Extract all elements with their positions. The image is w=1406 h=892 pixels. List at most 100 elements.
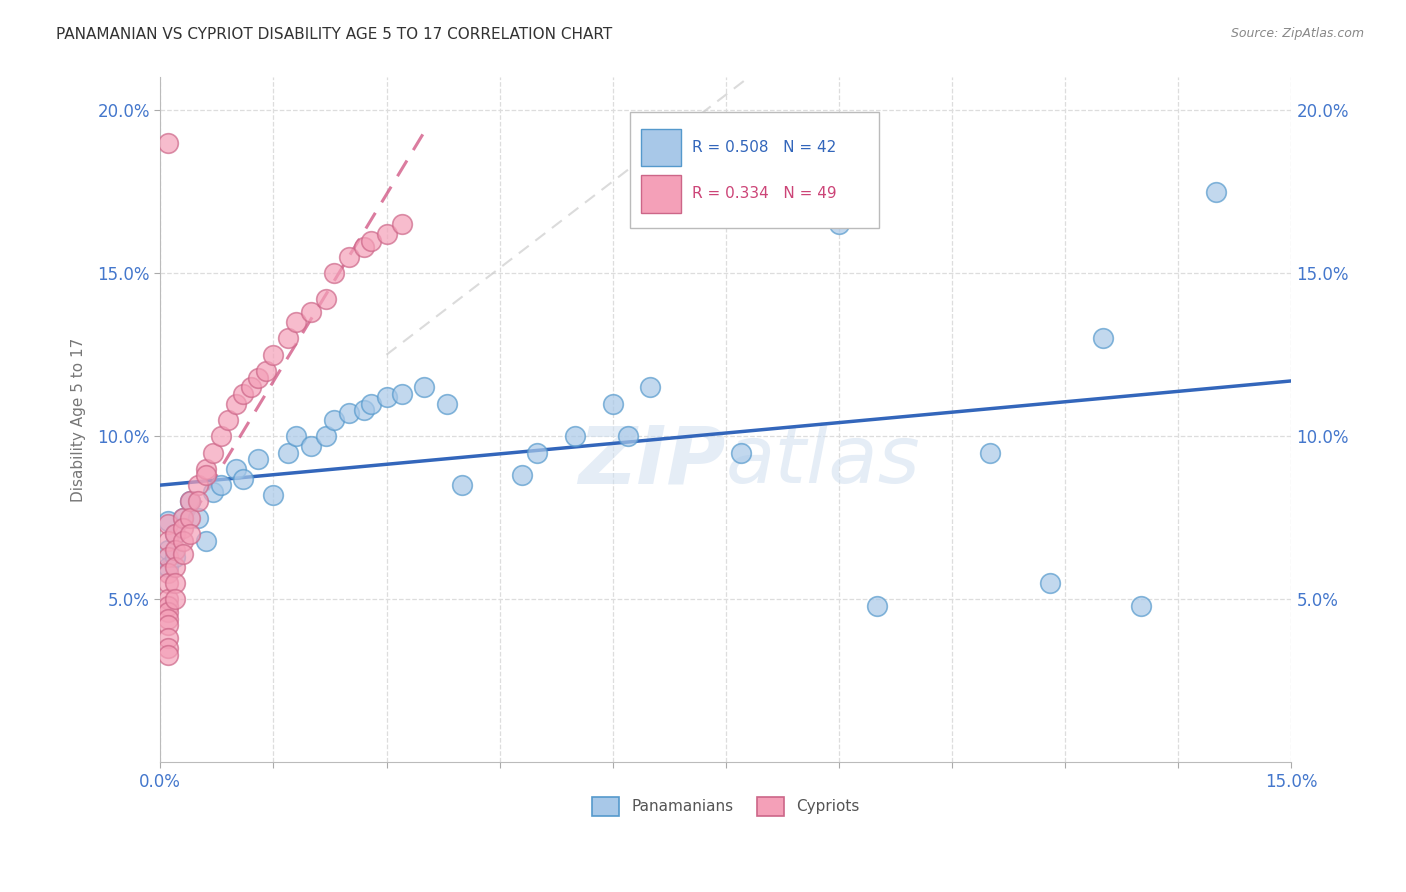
Point: [277, 331, 299, 345]
Point: [209, 478, 232, 492]
Point: [375, 227, 398, 241]
Point: [156, 533, 179, 548]
Point: [179, 494, 201, 508]
Point: [156, 641, 179, 656]
Point: [315, 292, 337, 306]
Point: [1091, 331, 1114, 345]
Text: PANAMANIAN VS CYPRIOT DISABILITY AGE 5 TO 17 CORRELATION CHART: PANAMANIAN VS CYPRIOT DISABILITY AGE 5 T…: [56, 27, 613, 42]
Point: [1129, 599, 1152, 613]
Point: [156, 514, 179, 528]
Point: [436, 396, 458, 410]
Point: [277, 445, 299, 459]
Point: [337, 406, 360, 420]
Point: [156, 648, 179, 662]
Point: [172, 510, 194, 524]
Point: [239, 380, 262, 394]
Point: [156, 576, 179, 591]
Point: [337, 250, 360, 264]
Point: [247, 452, 270, 467]
Point: [156, 618, 179, 632]
FancyBboxPatch shape: [641, 128, 681, 167]
Point: [617, 429, 640, 443]
Point: [165, 576, 187, 591]
Point: [262, 348, 284, 362]
Point: [156, 549, 179, 564]
Point: [375, 390, 398, 404]
Point: [526, 445, 548, 459]
Point: [156, 136, 179, 150]
Point: [156, 543, 179, 558]
Point: [156, 632, 179, 646]
Point: [179, 510, 201, 524]
Point: [322, 413, 344, 427]
Point: [172, 547, 194, 561]
Point: [730, 445, 752, 459]
Point: [225, 462, 247, 476]
Point: [391, 217, 413, 231]
Point: [156, 559, 179, 574]
Point: [172, 533, 194, 548]
Point: [262, 488, 284, 502]
Point: [232, 387, 254, 401]
Point: [179, 527, 201, 541]
Point: [315, 429, 337, 443]
Point: [232, 472, 254, 486]
Text: R = 0.508   N = 42: R = 0.508 N = 42: [692, 141, 837, 155]
Point: [1039, 576, 1062, 591]
Point: [187, 478, 209, 492]
Point: [828, 217, 851, 231]
Point: [360, 396, 382, 410]
Point: [602, 396, 624, 410]
Point: [156, 606, 179, 620]
Text: ZIP: ZIP: [578, 422, 725, 500]
Point: [360, 234, 382, 248]
Point: [172, 510, 194, 524]
Text: Source: ZipAtlas.com: Source: ZipAtlas.com: [1230, 27, 1364, 40]
Point: [187, 494, 209, 508]
Point: [391, 387, 413, 401]
FancyBboxPatch shape: [630, 112, 879, 228]
Point: [217, 413, 239, 427]
Point: [156, 566, 179, 581]
Point: [165, 527, 187, 541]
Point: [194, 468, 217, 483]
Point: [353, 240, 375, 254]
Y-axis label: Disability Age 5 to 17: Disability Age 5 to 17: [72, 338, 86, 502]
Point: [202, 445, 225, 459]
Point: [179, 494, 201, 508]
Point: [209, 429, 232, 443]
Point: [187, 510, 209, 524]
Point: [413, 380, 436, 394]
Point: [254, 364, 277, 378]
Text: atlas: atlas: [725, 422, 921, 500]
Point: [285, 429, 308, 443]
Point: [156, 517, 179, 532]
Point: [299, 439, 322, 453]
FancyBboxPatch shape: [641, 176, 681, 213]
Point: [165, 592, 187, 607]
Point: [156, 599, 179, 613]
Point: [564, 429, 586, 443]
Point: [322, 266, 344, 280]
Text: R = 0.334   N = 49: R = 0.334 N = 49: [692, 186, 837, 202]
Point: [979, 445, 1001, 459]
Point: [165, 527, 187, 541]
Point: [353, 403, 375, 417]
Point: [285, 315, 308, 329]
Point: [202, 484, 225, 499]
Point: [866, 599, 889, 613]
Point: [172, 520, 194, 534]
Point: [640, 380, 662, 394]
Point: [165, 549, 187, 564]
Point: [156, 592, 179, 607]
Point: [451, 478, 474, 492]
Point: [194, 462, 217, 476]
Point: [299, 305, 322, 319]
Point: [247, 370, 270, 384]
Point: [194, 533, 217, 548]
Point: [225, 396, 247, 410]
Point: [1205, 185, 1227, 199]
Legend: Panamanians, Cypriots: Panamanians, Cypriots: [585, 789, 868, 823]
Point: [510, 468, 533, 483]
Point: [165, 559, 187, 574]
